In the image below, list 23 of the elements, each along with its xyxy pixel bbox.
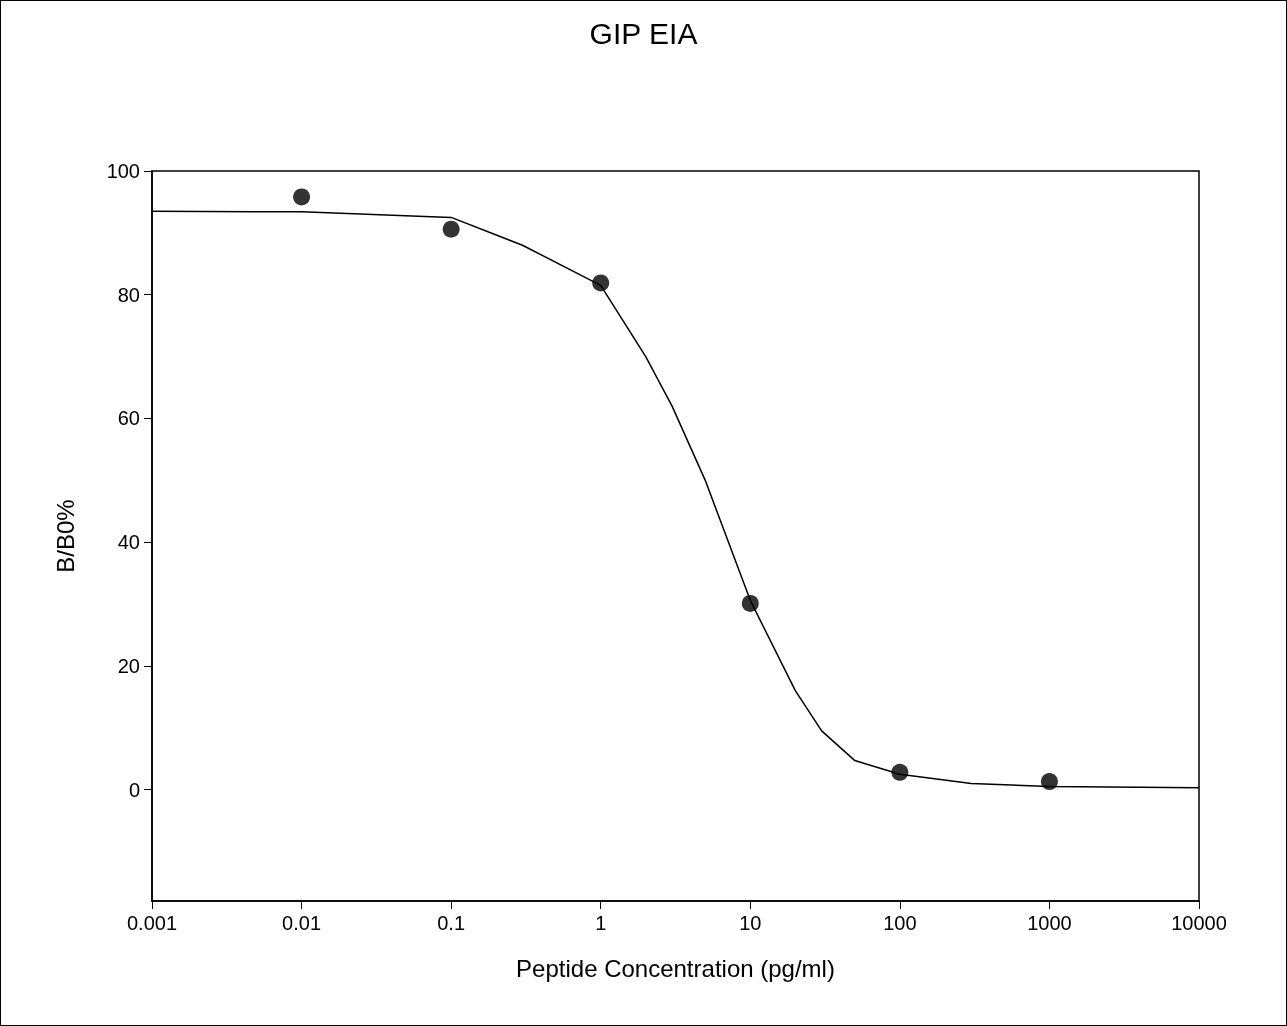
point — [442, 220, 460, 238]
x-tick-label: 0.01 — [282, 912, 322, 934]
x-tick-label: 100 — [883, 912, 917, 934]
y-tick-label: 0 — [128, 778, 140, 801]
point — [1040, 773, 1058, 791]
y-axis-title: B/B0% — [51, 499, 79, 573]
x-tick-label: 1 — [595, 912, 607, 934]
y-tick-label: 40 — [117, 531, 140, 554]
point — [891, 763, 909, 781]
point — [741, 594, 759, 612]
x-axis-title: Peptide Concentration (pg/ml) — [516, 954, 835, 982]
y-tick-label: 100 — [106, 160, 140, 182]
y-tick-label: 80 — [117, 283, 140, 306]
x-tick-label: 10 — [739, 912, 762, 934]
x-tick-label: 10000 — [1171, 912, 1227, 934]
x-tick-label: 1000 — [1027, 912, 1072, 934]
x-tick-label: 0.001 — [126, 912, 178, 934]
y-tick-label: 60 — [117, 407, 140, 430]
y-tick-label: 20 — [117, 654, 140, 677]
point — [293, 188, 311, 206]
point — [592, 274, 610, 292]
x-tick-label: 0.1 — [437, 912, 466, 934]
chart-title: GIP EIA — [589, 16, 698, 50]
